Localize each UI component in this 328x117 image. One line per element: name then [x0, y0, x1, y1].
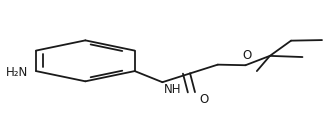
Text: O: O: [199, 93, 208, 106]
Text: H₂N: H₂N: [6, 66, 28, 79]
Text: NH: NH: [164, 83, 181, 96]
Text: O: O: [242, 49, 252, 62]
